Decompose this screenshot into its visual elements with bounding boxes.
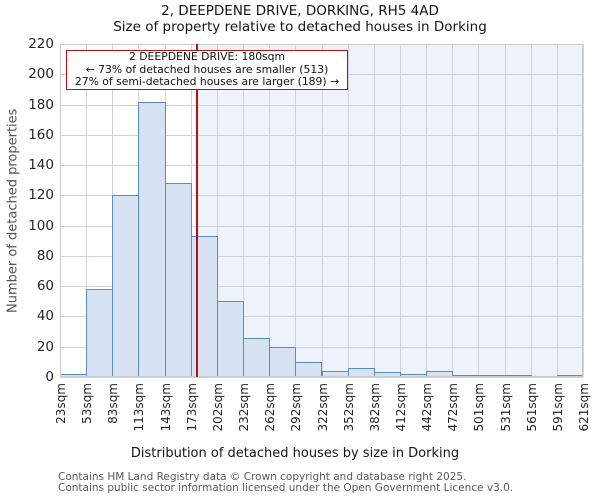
x-axis-title: Distribution of detached houses by size … xyxy=(130,446,460,461)
footer-line-2: Contains public sector information licen… xyxy=(58,482,514,494)
histogram-bar xyxy=(452,375,480,378)
histogram-bar xyxy=(426,370,454,377)
x-tick-label: 53sqm xyxy=(80,383,95,424)
histogram-bar xyxy=(60,373,88,377)
histogram-bar xyxy=(243,337,271,377)
plot-area xyxy=(60,44,584,378)
y-tick-label: 80 xyxy=(36,247,54,264)
y-tick-label: 20 xyxy=(36,338,54,355)
gridline-v xyxy=(295,44,297,377)
x-tick-label: 472sqm xyxy=(446,383,461,432)
x-tick-label: 292sqm xyxy=(289,383,304,432)
x-tick-label: 621sqm xyxy=(577,383,591,432)
histogram-bar xyxy=(164,183,192,377)
chart-title: 2, DEEPDENE DRIVE, DORKING, RH5 4AD xyxy=(161,3,439,19)
x-tick-label: 442sqm xyxy=(420,383,435,432)
y-tick-label: 120 xyxy=(28,187,54,204)
y-tick-label: 180 xyxy=(28,96,54,113)
y-tick-label: 220 xyxy=(28,36,54,52)
x-tick-label: 531sqm xyxy=(498,383,513,432)
histogram-bar xyxy=(373,372,401,377)
y-tick-label: 60 xyxy=(36,278,54,295)
gridline-v xyxy=(269,44,271,377)
histogram-bar xyxy=(295,361,323,377)
marker-line xyxy=(196,44,199,377)
gridline-v xyxy=(426,44,428,377)
gridline-v xyxy=(86,44,88,377)
histogram-bar xyxy=(321,370,349,377)
y-tick-label: 200 xyxy=(28,66,54,83)
shaded-region xyxy=(197,44,583,377)
x-tick-label: 202sqm xyxy=(210,383,225,432)
histogram-bar xyxy=(86,289,114,377)
gridline-v xyxy=(60,44,61,377)
x-tick-label: 591sqm xyxy=(550,383,565,432)
x-tick-label: 322sqm xyxy=(315,383,330,432)
gridline-v xyxy=(583,44,584,377)
annotation-box: 2 DEEPDENE DRIVE: 180sqm ← 73% of detach… xyxy=(66,50,348,90)
x-tick-label: 83sqm xyxy=(106,383,121,424)
x-tick-label: 262sqm xyxy=(263,383,278,432)
gridline-v xyxy=(243,44,245,377)
x-tick-label: 561sqm xyxy=(524,383,539,432)
y-tick-label: 40 xyxy=(36,308,54,325)
gridline-h xyxy=(60,377,583,378)
x-tick-label: 382sqm xyxy=(367,383,382,432)
histogram-bar xyxy=(190,236,218,377)
x-tick-label: 113sqm xyxy=(132,383,147,432)
x-tick-label: 143sqm xyxy=(158,383,173,432)
histogram-bar xyxy=(504,375,532,378)
histogram-bar xyxy=(112,195,140,377)
x-tick-label: 232sqm xyxy=(237,383,252,432)
histogram-bar xyxy=(478,375,506,378)
footer-line-1: Contains HM Land Registry data © Crown c… xyxy=(58,471,467,483)
histogram-bar xyxy=(216,301,245,377)
gridline-v xyxy=(556,44,558,377)
x-tick-label: 352sqm xyxy=(341,383,356,432)
histogram-bar xyxy=(138,101,166,377)
histogram-bar xyxy=(556,375,583,378)
x-tick-label: 173sqm xyxy=(184,383,199,432)
histogram-bar xyxy=(347,367,375,377)
gridline-v xyxy=(530,44,532,377)
histogram-bar xyxy=(269,346,297,377)
chart-subtitle: Size of property relative to detached ho… xyxy=(113,19,487,35)
y-tick-label: 160 xyxy=(28,126,54,143)
gridline-v xyxy=(399,44,401,377)
gridline-v xyxy=(373,44,375,377)
gridline-v xyxy=(452,44,454,377)
gridline-v xyxy=(478,44,480,377)
gridline-v xyxy=(321,44,323,377)
gridline-v xyxy=(216,44,218,377)
x-tick-label: 23sqm xyxy=(54,383,68,424)
x-tick-label: 501sqm xyxy=(472,383,487,432)
annotation-line-1: 2 DEEPDENE DRIVE: 180sqm xyxy=(128,50,286,64)
y-axis-title: Number of detached properties xyxy=(5,108,21,313)
x-tick-label: 412sqm xyxy=(393,383,408,432)
y-tick-label: 100 xyxy=(28,217,54,234)
y-tick-label: 140 xyxy=(28,157,54,174)
gridline-v xyxy=(347,44,349,377)
y-tick-label: 0 xyxy=(45,369,54,385)
annotation-line-3: 27% of semi-detached houses are larger (… xyxy=(74,75,340,89)
annotation-line-2: ← 73% of detached houses are smaller (51… xyxy=(85,62,329,76)
histogram-bar xyxy=(399,373,428,377)
gridline-v xyxy=(504,44,506,377)
